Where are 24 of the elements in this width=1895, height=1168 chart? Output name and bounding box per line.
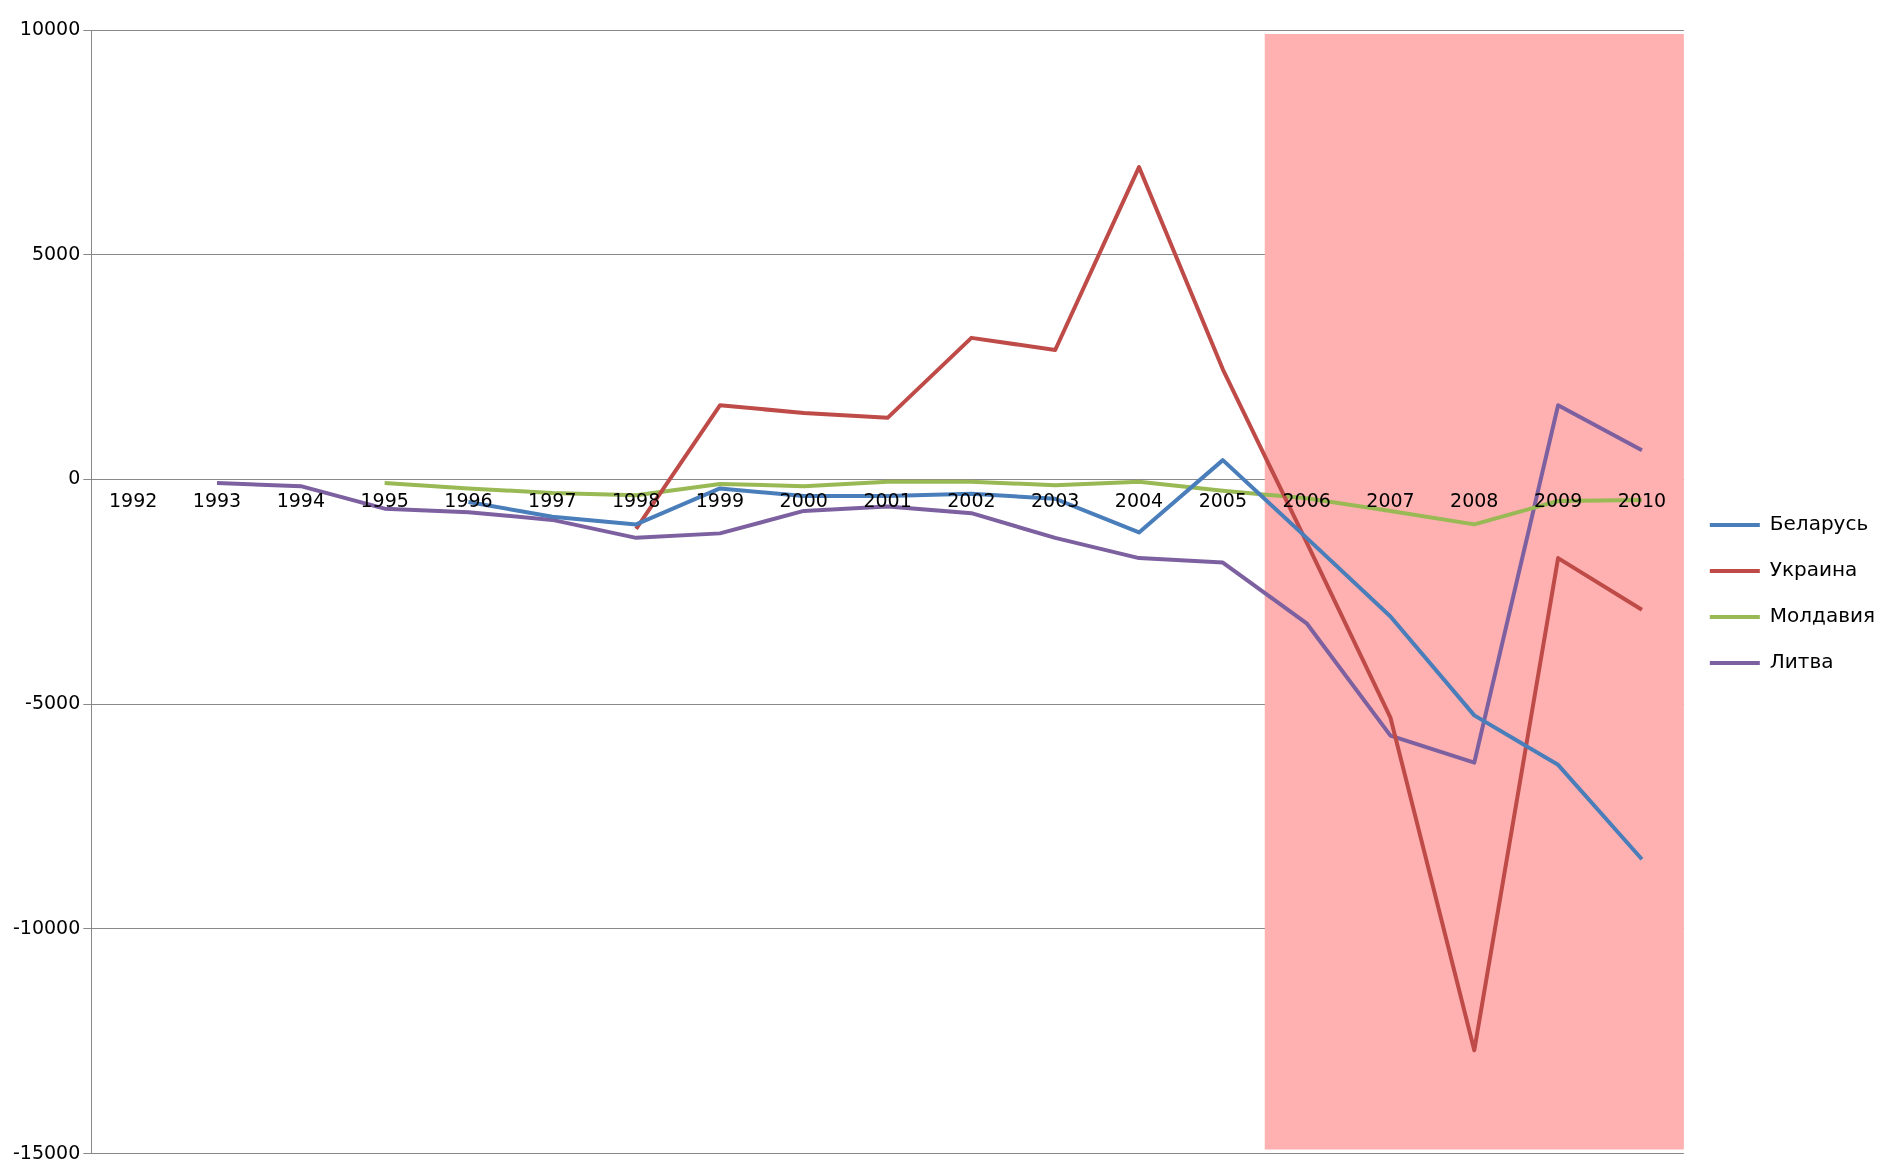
y-tick-label: 0	[68, 466, 81, 489]
y-tick-label: -10000	[12, 915, 81, 938]
y-tick-label: -5000	[25, 691, 81, 714]
x-tick-label: 1997	[528, 488, 577, 511]
x-tick-label: 1993	[192, 488, 242, 511]
x-tick-label: 2010	[1617, 488, 1667, 511]
y-tick-label: -15000	[12, 1140, 81, 1163]
x-tick-label: 2005	[1198, 488, 1248, 511]
legend-label: Молдавия	[1769, 603, 1876, 628]
y-tick-label: 10000	[19, 16, 81, 39]
legend-label: Литва	[1769, 649, 1834, 674]
x-tick-label: 2006	[1282, 488, 1331, 511]
x-tick-label: 2004	[1114, 488, 1164, 511]
x-tick-label: 1994	[276, 488, 326, 511]
x-tick-label: 1992	[109, 488, 158, 511]
legend-label: Украина	[1769, 557, 1858, 582]
x-tick-label: 1999	[695, 488, 745, 511]
y-tick-label: 5000	[31, 241, 81, 264]
x-tick-label: 1996	[444, 488, 493, 511]
x-tick-label: 1995	[360, 488, 409, 511]
legend-label: Беларусь	[1769, 511, 1869, 536]
x-tick-label: 2009	[1533, 488, 1583, 511]
x-tick-label: 2008	[1450, 488, 1499, 511]
x-tick-label: 2007	[1366, 488, 1415, 511]
